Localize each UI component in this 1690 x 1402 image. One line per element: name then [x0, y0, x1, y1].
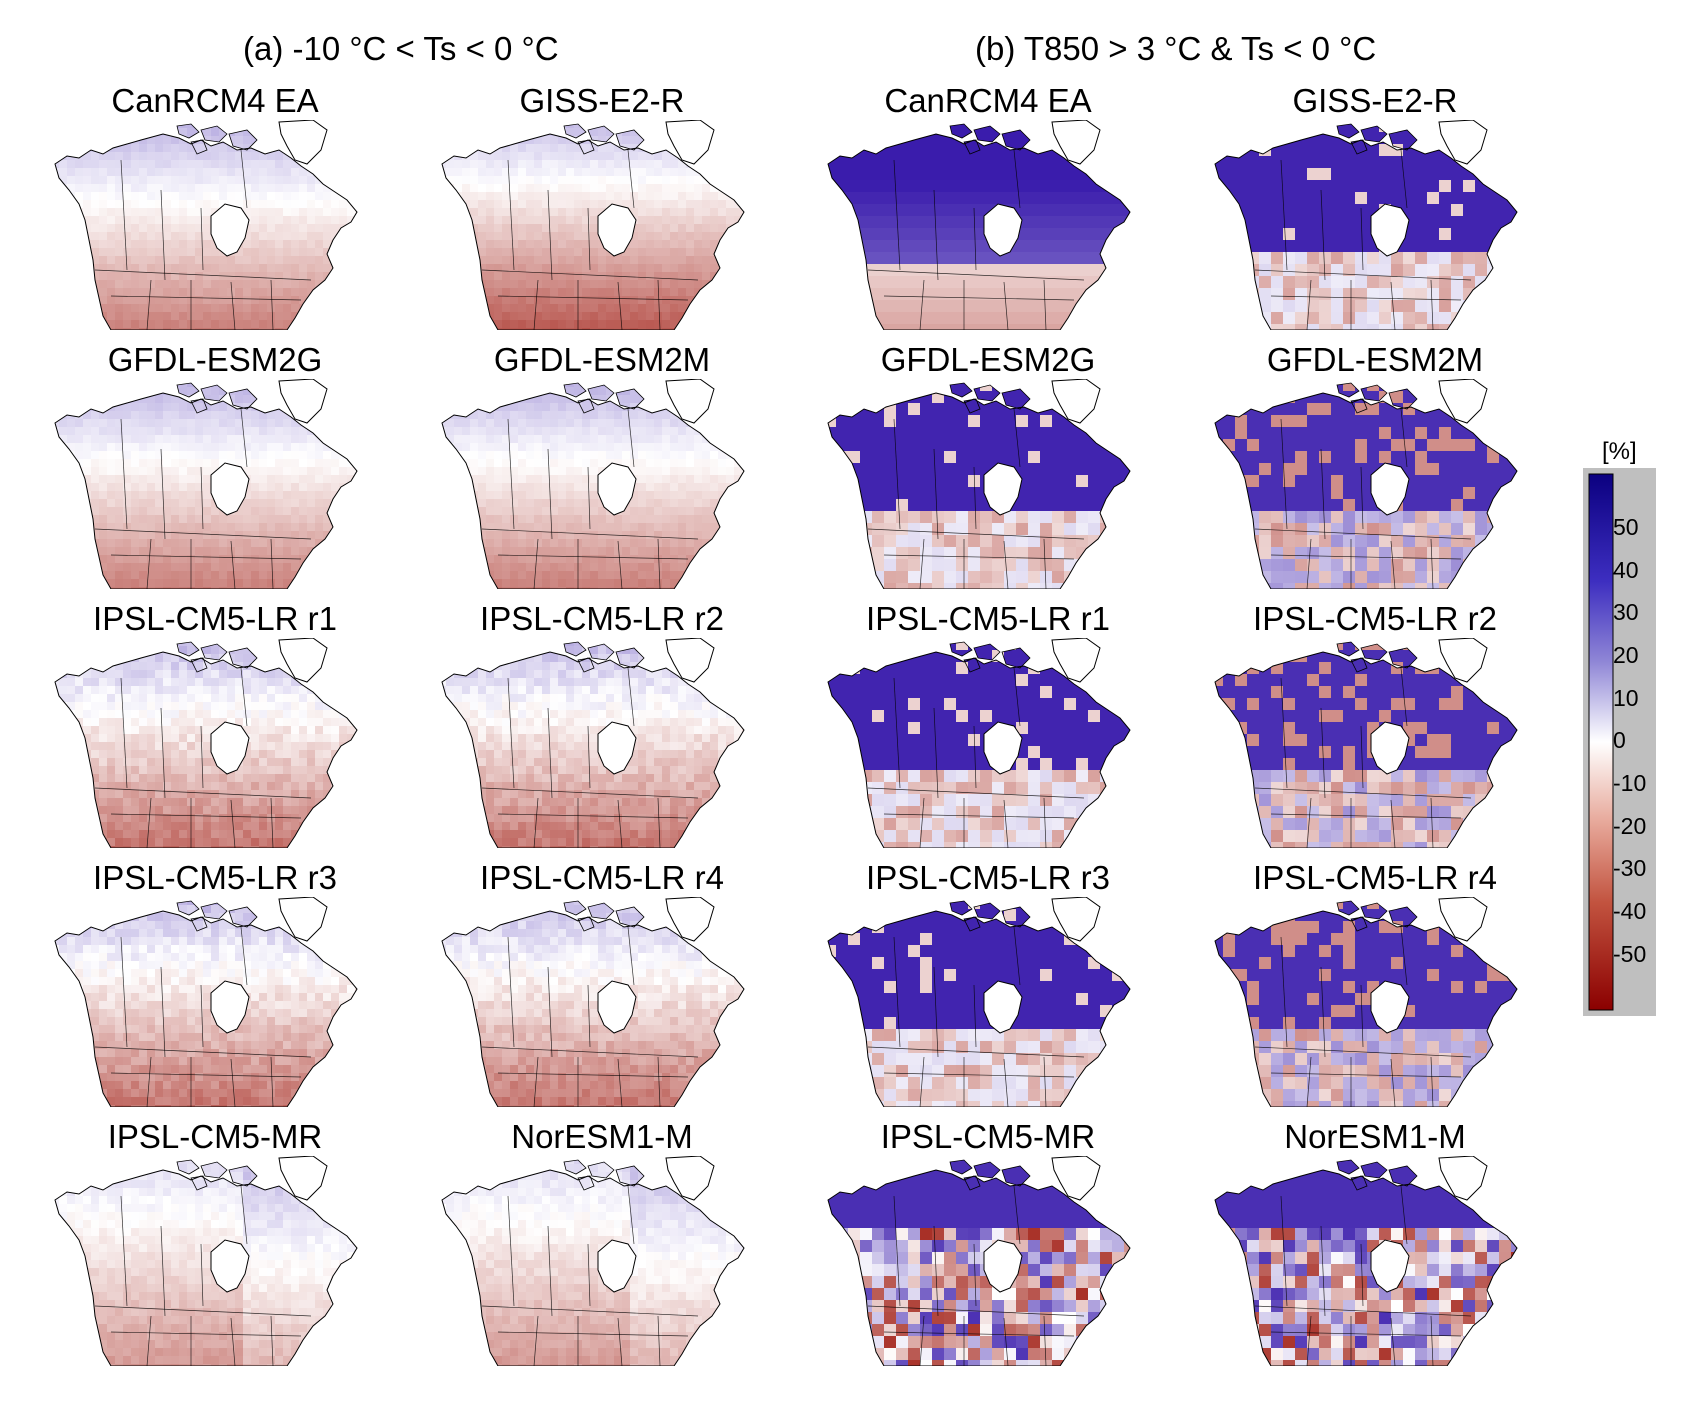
panel-title: IPSL-CM5-MR — [880, 1118, 1096, 1155]
panel-title: NorESM1-M — [1284, 1118, 1466, 1155]
map-panel-a-giss-e2-r — [441, 120, 745, 330]
panel-title: GISS-E2-R — [519, 82, 685, 119]
panel-a-ipsl-cm5-lr-r4: IPSL-CM5-LR r4 — [432, 859, 772, 1109]
map-panel-a-ipsl-cm5-lr-r1 — [54, 638, 358, 848]
panel-title: CanRCM4 EA — [884, 82, 1092, 119]
panel-b-giss-e2-r: GISS-E2-R — [1205, 82, 1545, 332]
panel-b-ipsl-cm5-lr-r2: IPSL-CM5-LR r2 — [1205, 600, 1545, 850]
panel-a-ipsl-cm5-lr-r1: IPSL-CM5-LR r1 — [45, 600, 385, 850]
map-panel-a-ipsl-cm5-lr-r2 — [441, 638, 745, 848]
panel-title: GFDL-ESM2G — [107, 341, 323, 378]
panel-title: CanRCM4 EA — [111, 82, 319, 119]
panel-title: NorESM1-M — [511, 1118, 693, 1155]
colorbar-unit: [%] — [1602, 438, 1637, 465]
panel-a-ipsl-cm5-mr: IPSL-CM5-MR — [45, 1118, 385, 1368]
panel-a-gfdl-esm2g: GFDL-ESM2G — [45, 341, 385, 591]
panel-title: IPSL-CM5-LR r3 — [93, 859, 337, 896]
section-a-title: (a) -10 °C < Ts < 0 °C — [243, 30, 559, 67]
panel-title: GFDL-ESM2M — [493, 341, 711, 378]
map-panel-b-giss-e2-r — [1214, 120, 1518, 330]
panel-b-ipsl-cm5-mr: IPSL-CM5-MR — [818, 1118, 1158, 1368]
panel-title: IPSL-CM5-LR r4 — [480, 859, 724, 896]
panel-title: IPSL-CM5-LR r4 — [1253, 859, 1497, 896]
panel-b-gfdl-esm2m: GFDL-ESM2M — [1205, 341, 1545, 591]
colorbar-gradient — [1588, 473, 1614, 1011]
colorbar-tick-minus-50: -50 — [1613, 941, 1647, 967]
panel-title: IPSL-CM5-LR r2 — [1253, 600, 1497, 637]
panel-b-ipsl-cm5-lr-r4: IPSL-CM5-LR r4 — [1205, 859, 1545, 1109]
panel-a-giss-e2-r: GISS-E2-R — [432, 82, 772, 332]
panel-a-noresm1-m: NorESM1-M — [432, 1118, 772, 1368]
panel-title: IPSL-CM5-MR — [107, 1118, 323, 1155]
colorbar — [1583, 468, 1656, 1016]
map-panel-b-ipsl-cm5-lr-r3 — [827, 897, 1131, 1107]
colorbar-tick-minus-10: -10 — [1613, 770, 1647, 796]
panel-b-ipsl-cm5-lr-r1: IPSL-CM5-LR r1 — [818, 600, 1158, 850]
panel-title: GFDL-ESM2G — [880, 341, 1096, 378]
map-panel-b-canrcm4-ea — [827, 120, 1131, 330]
colorbar-tick-minus-40: -40 — [1613, 898, 1647, 924]
panel-a-ipsl-cm5-lr-r2: IPSL-CM5-LR r2 — [432, 600, 772, 850]
map-panel-b-ipsl-cm5-mr — [827, 1156, 1131, 1366]
map-panel-b-ipsl-cm5-lr-r2 — [1214, 638, 1518, 848]
panel-b-noresm1-m: NorESM1-M — [1205, 1118, 1545, 1368]
map-panel-a-ipsl-cm5-lr-r4 — [441, 897, 745, 1107]
panel-title: IPSL-CM5-LR r2 — [480, 600, 724, 637]
section-b-title: (b) T850 > 3 °C & Ts < 0 °C — [975, 30, 1377, 67]
colorbar-tick-0: 0 — [1613, 727, 1626, 753]
colorbar-tick-minus-30: -30 — [1613, 855, 1647, 881]
panel-a-ipsl-cm5-lr-r3: IPSL-CM5-LR r3 — [45, 859, 385, 1109]
panel-title: IPSL-CM5-LR r3 — [866, 859, 1110, 896]
panel-title: GISS-E2-R — [1292, 82, 1458, 119]
panel-title: IPSL-CM5-LR r1 — [866, 600, 1110, 637]
map-panel-b-noresm1-m — [1214, 1156, 1518, 1366]
map-panel-b-ipsl-cm5-lr-r4 — [1214, 897, 1518, 1107]
map-panel-a-canrcm4-ea — [54, 120, 358, 330]
colorbar-tick-30: 30 — [1613, 599, 1639, 625]
colorbar-tick-minus-20: -20 — [1613, 813, 1647, 839]
map-panel-a-ipsl-cm5-mr — [54, 1156, 358, 1366]
colorbar-tick-10: 10 — [1613, 685, 1639, 711]
map-panel-a-noresm1-m — [441, 1156, 745, 1366]
colorbar-tick-20: 20 — [1613, 642, 1639, 668]
map-panel-a-gfdl-esm2m — [441, 379, 745, 589]
panel-title: IPSL-CM5-LR r1 — [93, 600, 337, 637]
panel-b-canrcm4-ea: CanRCM4 EA — [818, 82, 1158, 332]
panel-b-ipsl-cm5-lr-r3: IPSL-CM5-LR r3 — [818, 859, 1158, 1109]
map-panel-a-gfdl-esm2g — [54, 379, 358, 589]
colorbar-tick-50: 50 — [1613, 514, 1639, 540]
map-panel-b-ipsl-cm5-lr-r1 — [827, 638, 1131, 848]
panel-title: GFDL-ESM2M — [1266, 341, 1484, 378]
panel-a-gfdl-esm2m: GFDL-ESM2M — [432, 341, 772, 591]
panel-a-canrcm4-ea: CanRCM4 EA — [45, 82, 385, 332]
map-panel-a-ipsl-cm5-lr-r3 — [54, 897, 358, 1107]
panel-b-gfdl-esm2g: GFDL-ESM2G — [818, 341, 1158, 591]
colorbar-tick-40: 40 — [1613, 557, 1639, 583]
map-panel-b-gfdl-esm2m — [1214, 379, 1518, 589]
map-panel-b-gfdl-esm2g — [827, 379, 1131, 589]
